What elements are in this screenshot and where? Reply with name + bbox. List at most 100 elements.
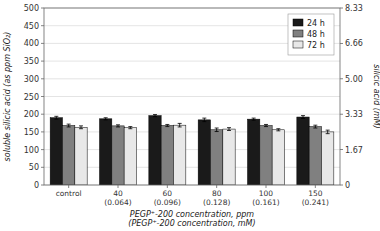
y-tick-label: 400 [24,39,39,48]
bar [272,130,284,185]
error-bar [326,130,330,134]
legend-swatch [293,30,303,37]
x-tick [216,185,217,188]
x-tick-label-line: (0.096) [154,198,181,207]
y-tick-label: 350 [24,57,39,66]
error-bar [79,126,83,129]
x-axis-label: PEGP⁺-200 concentration, ppm(PEGP⁺-200 c… [128,210,255,228]
x-tick-label-line: (0.241) [302,198,329,207]
y-tick [41,43,44,44]
error-bar [313,125,317,128]
plot-frame [44,8,340,185]
x-tick-label-line: (0.128) [203,198,230,207]
bar [260,126,272,185]
y2-tick [340,8,343,9]
y-tick-label: 100 [24,146,39,155]
bar [149,116,161,185]
y-tick-label: 0 [34,181,39,190]
y-tick [41,78,44,79]
y2-axis-label: silicic acid (mM) [372,64,380,128]
legend-box [288,14,334,55]
bar [161,126,173,185]
y-tick [41,185,44,186]
bar [223,129,235,185]
grid-line [44,96,340,97]
y-tick-label: 450 [24,22,39,31]
x-tick [315,185,316,188]
y2-tick-label: 1.67 [345,146,363,155]
x-tick [118,185,119,188]
legend-label: 48 h [307,30,325,39]
y-tick-label: 50 [29,163,39,172]
y2-tick-label: 3.33 [345,110,363,119]
bar [100,119,112,185]
x-tick-label-line: 60 [163,189,173,198]
bar [309,127,321,185]
bar [211,130,223,185]
error-bar [165,124,169,126]
error-bar [252,118,256,120]
y2-tick [340,114,343,115]
y2-tick-label: 6.66 [345,39,363,48]
x-tick-label: 80(0.128) [203,189,230,207]
bar [322,132,334,185]
y-tick [41,167,44,168]
bar [50,118,62,185]
x-tick-label: 60(0.096) [154,189,181,207]
x-tick-label-line: control [56,189,82,198]
y2-tick-label: 5.00 [345,75,363,84]
error-bar [116,125,120,127]
y-tick-label: 150 [24,128,39,137]
x-tick-label: 40(0.064) [104,189,131,207]
error-bar [264,124,268,126]
y2-tick [340,149,343,150]
y2-tick-label: 0 [345,181,350,190]
bars [50,115,334,185]
bar [124,128,136,185]
y-tick-label: 200 [24,110,39,119]
x-tick [68,185,69,188]
y-tick [41,114,44,115]
error-bar [104,118,108,120]
y-axis-label: soluble silicic acid (as ppm SiO₂) [3,32,12,162]
x-tick-label-line: (0.161) [252,198,279,207]
bar [75,127,87,185]
legend-swatch [293,41,303,48]
y-tick-label: 250 [24,93,39,102]
y2-tick-label: 8.33 [345,4,363,13]
error-bar [276,129,280,131]
bar [297,117,309,185]
legend-swatch [293,19,303,26]
y2-tick [340,185,343,186]
error-bar [202,118,206,122]
y-tick [41,149,44,150]
chart: 05010015020025030035040045050001.673.335… [0,0,380,231]
x-tick-label: 100(0.161) [252,189,279,207]
y-tick [41,25,44,26]
grid-line [44,114,340,115]
y2-tick [340,78,343,79]
error-bar [67,124,71,127]
legend: 24 h48 h72 h [288,14,334,55]
y-tick-label: 300 [24,75,39,84]
x-axis-label-line: PEGP⁺-200 concentration, ppm [130,210,254,219]
bar [198,120,210,185]
grid-line [44,78,340,79]
bar [112,126,124,185]
y-tick [41,96,44,97]
x-tick-label: 150(0.241) [302,189,329,207]
error-bar [301,116,305,119]
error-bar [227,128,231,131]
y-tick [41,8,44,9]
bar [174,125,186,185]
y-tick [41,131,44,132]
x-tick-label-line: 80 [212,189,222,198]
bar [248,119,260,185]
error-bar [178,123,182,127]
x-tick [266,185,267,188]
error-bar [128,127,132,129]
y2-tick [340,43,343,44]
error-bar [153,115,157,117]
grid-line [44,131,340,132]
x-tick-label-line: 40 [113,189,123,198]
